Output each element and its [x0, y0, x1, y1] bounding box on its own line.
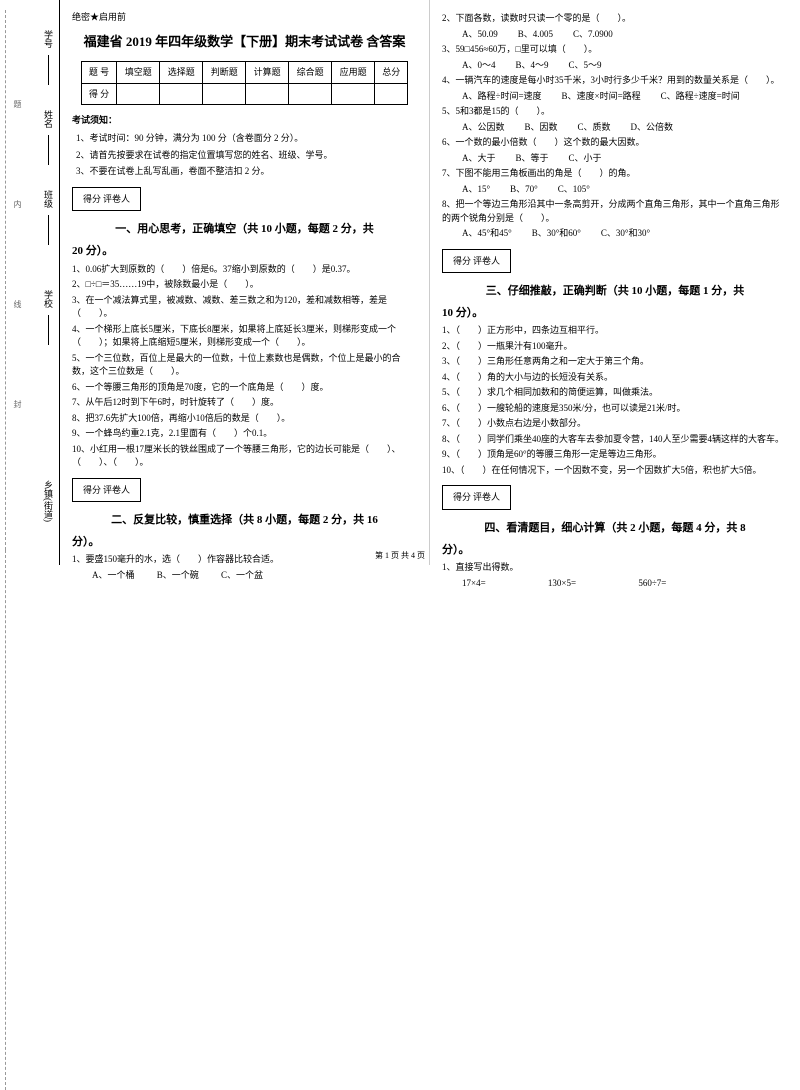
- section-1-title: 一、用心思考，正确填空（共 10 小题，每题 2 分，共: [72, 221, 417, 239]
- content-area: 绝密★启用前 福建省 2019 年四年级数学【下册】期末考试试卷 含答案 题 号…: [60, 0, 800, 565]
- question: 2、下面各数，读数时只读一个零的是（ ）。: [442, 12, 788, 26]
- question: 1、（ ）正方形中，四条边互相平行。: [442, 324, 788, 338]
- question: 5、（ ）求几个相同加数和的简便运算，叫做乘法。: [442, 386, 788, 400]
- question: 1、直接写出得数。: [442, 561, 788, 575]
- options: A、15°B、70°C、105°: [442, 183, 788, 197]
- binding-label: 姓名: [42, 110, 55, 128]
- seal-text: 内: [12, 200, 23, 208]
- question: 8、把一个等边三角形沿其中一条高剪开，分成两个直角三角形，其中一个直角三角形的两…: [442, 198, 788, 225]
- question: 10、小红用一根17厘米长的铁丝围成了一个等腰三角形，它的边长可能是（ ）、（ …: [72, 443, 417, 470]
- options: A、一个桶 B、一个碗 C、一个盆: [72, 569, 417, 583]
- question: 9、（ ）顶角是60°的等腰三角形一定是等边三角形。: [442, 448, 788, 462]
- question: 5、一个三位数，百位上是最大的一位数，十位上素数也是偶数，个位上是最小的合数，这…: [72, 352, 417, 379]
- td: 得 分: [81, 83, 117, 104]
- question: 7、从午后12时到下午6时，时针旋转了（ ）度。: [72, 396, 417, 410]
- question: 8、（ ）同学们乘坐40座的大客车去参加夏令营，140人至少需要4辆这样的大客车…: [442, 433, 788, 447]
- page-footer: 第 1 页 共 4 页: [375, 550, 425, 561]
- left-column: 绝密★启用前 福建省 2019 年四年级数学【下册】期末考试试卷 含答案 题 号…: [60, 0, 430, 565]
- question: 5、5和3都是15的（ ）。: [442, 105, 788, 119]
- binding-label: 班级: [42, 190, 55, 208]
- th: 判断题: [203, 62, 246, 83]
- question: 3、59□456≈60万，□里可以填（ ）。: [442, 43, 788, 57]
- question: 4、一个梯形上底长5厘米，下底长8厘米，如果将上底延长3厘米，则梯形变成一个（ …: [72, 323, 417, 350]
- exam-page: 学号 姓名 班级 学校 乡镇(街道) 题 内 线 封 绝密★启用前 福建省 20…: [0, 0, 800, 565]
- notice-item: 2、请首先按要求在试卷的指定位置填写您的姓名、班级、学号。: [72, 148, 417, 162]
- question: 6、（ ）一艘轮船的速度是350米/分，也可以读是21米/时。: [442, 402, 788, 416]
- question: 1、0.06扩大到原数的（ ）倍是6。37缩小到原数的（ ）是0.37。: [72, 263, 417, 277]
- binding-label: 乡镇(街道): [42, 480, 55, 522]
- question: 9、一个蜂鸟约重2.1克，2.1里面有（ ）个0.1。: [72, 427, 417, 441]
- section-2-title: 二、反复比较，慎重选择（共 8 小题，每题 2 分，共 16: [72, 512, 417, 530]
- secret-mark: 绝密★启用前: [72, 10, 417, 24]
- th: 选择题: [160, 62, 203, 83]
- seal-text: 线: [12, 300, 23, 308]
- binding-label: 学号: [42, 30, 55, 48]
- section-4-cont: 分）。: [442, 542, 788, 560]
- question: 6、一个数的最小倍数（ ）这个数的最大因数。: [442, 136, 788, 150]
- seal-text: 题: [12, 100, 23, 108]
- binding-label: 学校: [42, 290, 55, 308]
- question: 2、□÷□＝35……19中，被除数最小是（ ）。: [72, 278, 417, 292]
- options: A、0～4B、4～9C、5～9: [442, 59, 788, 73]
- section-1-cont: 20 分）。: [72, 243, 417, 261]
- question: 8、把37.6先扩大100倍，再缩小10倍后的数是（ ）。: [72, 412, 417, 426]
- section-2-cont: 分）。: [72, 534, 417, 552]
- section-score-box: 得分评卷人: [72, 187, 141, 211]
- section-3-cont: 10 分）。: [442, 305, 788, 323]
- section-score-box: 得分评卷人: [442, 249, 511, 273]
- seal-text: 封: [12, 400, 23, 408]
- calc-problems: 17×4= 130×5= 560÷7=: [442, 577, 788, 591]
- th: 综合题: [289, 62, 332, 83]
- question: 4、（ ）角的大小与边的长短没有关系。: [442, 371, 788, 385]
- options: A、公因数B、因数C、质数D、公倍数: [442, 121, 788, 135]
- notice-item: 3、不要在试卷上乱写乱画，卷面不整洁扣 2 分。: [72, 164, 417, 178]
- exam-title: 福建省 2019 年四年级数学【下册】期末考试试卷 含答案: [72, 32, 417, 53]
- binding-margin: 学号 姓名 班级 学校 乡镇(街道) 题 内 线 封: [0, 0, 60, 565]
- question: 2、（ ）一瓶果汁有100毫升。: [442, 340, 788, 354]
- question: 3、在一个减法算式里，被减数、减数、差三数之和为120，差和减数相等，差是（ ）…: [72, 294, 417, 321]
- section-score-box: 得分评卷人: [442, 485, 511, 509]
- question: 10、（ ）在任何情况下，一个因数不变，另一个因数扩大5倍，积也扩大5倍。: [442, 464, 788, 478]
- options: A、大于B、等于C、小于: [442, 152, 788, 166]
- th: 计算题: [246, 62, 289, 83]
- score-table: 题 号 填空题 选择题 判断题 计算题 综合题 应用题 总分 得 分: [81, 61, 409, 105]
- section-score-box: 得分评卷人: [72, 478, 141, 502]
- notice-title: 考试须知：: [72, 113, 417, 127]
- options: A、路程÷时间=速度B、速度×时间=路程C、路程÷速度=时间: [442, 90, 788, 104]
- question: 4、一辆汽车的速度是每小时35千米，3小时行多少千米？用到的数量关系是（ ）。: [442, 74, 788, 88]
- notice-item: 1、考试时间：90 分钟，满分为 100 分（含卷面分 2 分）。: [72, 131, 417, 145]
- section-3-title: 三、仔细推敲，正确判断（共 10 小题，每题 1 分，共: [442, 283, 788, 301]
- options: A、50.09B、4.005C、7.0900: [442, 28, 788, 42]
- question: 7、（ ）小数点右边是小数部分。: [442, 417, 788, 431]
- question: 3、（ ）三角形任意两角之和一定大于第三个角。: [442, 355, 788, 369]
- section-4-title: 四、看清题目，细心计算（共 2 小题，每题 4 分，共 8: [442, 520, 788, 538]
- th: 填空题: [117, 62, 160, 83]
- question: 7、下图不能用三角板画出的角是（ ）的角。: [442, 167, 788, 181]
- options: A、45°和45°B、30°和60°C、30°和30°: [442, 227, 788, 241]
- right-column: 2、下面各数，读数时只读一个零的是（ ）。 A、50.09B、4.005C、7.…: [430, 0, 800, 565]
- question: 6、一个等腰三角形的顶角是70度，它的一个底角是（ ）度。: [72, 381, 417, 395]
- th: 总分: [375, 62, 408, 83]
- th: 应用题: [332, 62, 375, 83]
- th: 题 号: [81, 62, 117, 83]
